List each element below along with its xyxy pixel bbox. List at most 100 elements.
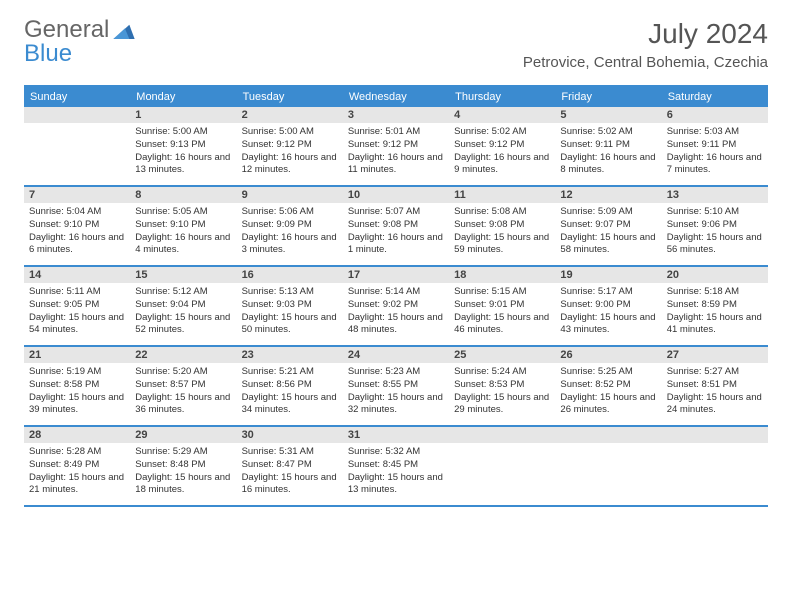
sunset-text: Sunset: 9:04 PM [135,299,231,312]
sunrise-text: Sunrise: 5:25 AM [560,366,656,379]
day-details: Sunrise: 5:08 AMSunset: 9:08 PMDaylight:… [454,206,550,257]
day-cell: 6Sunrise: 5:03 AMSunset: 9:11 PMDaylight… [662,107,768,185]
sunset-text: Sunset: 8:48 PM [135,459,231,472]
sunrise-text: Sunrise: 5:04 AM [29,206,125,219]
day-number: 1 [130,107,236,123]
day-number: 23 [237,347,343,363]
daylight-text: Daylight: 15 hours and 18 minutes. [135,472,231,498]
sunset-text: Sunset: 9:12 PM [454,139,550,152]
logo-triangle-icon [113,20,135,44]
daylight-text: Daylight: 16 hours and 11 minutes. [348,152,444,178]
dayname-sat: Saturday [662,87,768,107]
day-number: 13 [662,187,768,203]
sunset-text: Sunset: 9:01 PM [454,299,550,312]
daylight-text: Daylight: 16 hours and 1 minute. [348,232,444,258]
day-cell: 16Sunrise: 5:13 AMSunset: 9:03 PMDayligh… [237,267,343,345]
sunset-text: Sunset: 8:58 PM [29,379,125,392]
day-cell: 31Sunrise: 5:32 AMSunset: 8:45 PMDayligh… [343,427,449,505]
daylight-text: Daylight: 15 hours and 39 minutes. [29,392,125,418]
daylight-text: Daylight: 16 hours and 13 minutes. [135,152,231,178]
daylight-text: Daylight: 15 hours and 54 minutes. [29,312,125,338]
day-number [662,427,768,443]
daylight-text: Daylight: 15 hours and 36 minutes. [135,392,231,418]
sunset-text: Sunset: 9:10 PM [29,219,125,232]
sunset-text: Sunset: 8:57 PM [135,379,231,392]
day-number: 18 [449,267,555,283]
day-cell: 4Sunrise: 5:02 AMSunset: 9:12 PMDaylight… [449,107,555,185]
day-details: Sunrise: 5:29 AMSunset: 8:48 PMDaylight:… [135,446,231,497]
day-details: Sunrise: 5:04 AMSunset: 9:10 PMDaylight:… [29,206,125,257]
daylight-text: Daylight: 15 hours and 43 minutes. [560,312,656,338]
day-cell: 3Sunrise: 5:01 AMSunset: 9:12 PMDaylight… [343,107,449,185]
day-details: Sunrise: 5:17 AMSunset: 9:00 PMDaylight:… [560,286,656,337]
sunset-text: Sunset: 8:52 PM [560,379,656,392]
day-cell: 29 Sunrise: 5:29 AMSunset: 8:48 PMDayligh… [130,427,236,505]
day-cell: 25 Sunrise: 5:24 AMSunset: 8:53 PMDayligh… [449,347,555,425]
daylight-text: Daylight: 15 hours and 58 minutes. [560,232,656,258]
day-cell: 1 Sunrise: 5:00 AMSunset: 9:13 PMDaylight… [130,107,236,185]
day-cell [555,427,661,505]
day-details: Sunrise: 5:12 AMSunset: 9:04 PMDaylight:… [135,286,231,337]
day-cell: 22Sunrise: 5:20 AMSunset: 8:57 PMDayligh… [130,347,236,425]
daylight-text: Daylight: 15 hours and 13 minutes. [348,472,444,498]
sunset-text: Sunset: 9:00 PM [560,299,656,312]
daylight-text: Daylight: 15 hours and 46 minutes. [454,312,550,338]
sunset-text: Sunset: 8:59 PM [667,299,763,312]
week-row: 1 Sunrise: 5:00 AMSunset: 9:13 PMDaylight… [24,107,768,187]
day-cell: 2Sunrise: 5:00 AMSunset: 9:12 PMDaylight… [237,107,343,185]
sunrise-text: Sunrise: 5:09 AM [560,206,656,219]
sunrise-text: Sunrise: 5:07 AM [348,206,444,219]
day-number: 21 [24,347,130,363]
day-cell: 5Sunrise: 5:02 AMSunset: 9:11 PMDaylight… [555,107,661,185]
day-cell: 24Sunrise: 5:23 AMSunset: 8:55 PMDayligh… [343,347,449,425]
day-details: Sunrise: 5:20 AMSunset: 8:57 PMDaylight:… [135,366,231,417]
sunrise-text: Sunrise: 5:00 AM [242,126,338,139]
sunset-text: Sunset: 9:09 PM [242,219,338,232]
daylight-text: Daylight: 15 hours and 29 minutes. [454,392,550,418]
day-number: 2 [237,107,343,123]
sunset-text: Sunset: 9:12 PM [242,139,338,152]
day-details: Sunrise: 5:24 AMSunset: 8:53 PMDaylight:… [454,366,550,417]
day-number: 25 [449,347,555,363]
sunrise-text: Sunrise: 5:20 AM [135,366,231,379]
daylight-text: Daylight: 15 hours and 50 minutes. [242,312,338,338]
sunrise-text: Sunrise: 5:27 AM [667,366,763,379]
sunset-text: Sunset: 9:05 PM [29,299,125,312]
day-number [24,107,130,123]
sunset-text: Sunset: 9:06 PM [667,219,763,232]
day-cell: 28Sunrise: 5:28 AMSunset: 8:49 PMDayligh… [24,427,130,505]
day-details: Sunrise: 5:06 AMSunset: 9:09 PMDaylight:… [242,206,338,257]
day-cell: 11Sunrise: 5:08 AMSunset: 9:08 PMDayligh… [449,187,555,265]
sunrise-text: Sunrise: 5:00 AM [135,126,231,139]
day-number: 17 [343,267,449,283]
day-details: Sunrise: 5:07 AMSunset: 9:08 PMDaylight:… [348,206,444,257]
day-number: 6 [662,107,768,123]
day-number: 14 [24,267,130,283]
day-details: Sunrise: 5:10 AMSunset: 9:06 PMDaylight:… [667,206,763,257]
daylight-text: Daylight: 16 hours and 4 minutes. [135,232,231,258]
day-number: 29 [130,427,236,443]
daylight-text: Daylight: 15 hours and 52 minutes. [135,312,231,338]
day-details: Sunrise: 5:00 AMSunset: 9:13 PMDaylight:… [135,126,231,177]
sunset-text: Sunset: 9:03 PM [242,299,338,312]
sunrise-text: Sunrise: 5:11 AM [29,286,125,299]
dayname-wed: Wednesday [343,87,449,107]
sunset-text: Sunset: 8:53 PM [454,379,550,392]
day-details: Sunrise: 5:09 AMSunset: 9:07 PMDaylight:… [560,206,656,257]
day-cell: 18Sunrise: 5:15 AMSunset: 9:01 PMDayligh… [449,267,555,345]
sunrise-text: Sunrise: 5:10 AM [667,206,763,219]
daylight-text: Daylight: 15 hours and 34 minutes. [242,392,338,418]
day-cell [449,427,555,505]
sunrise-text: Sunrise: 5:01 AM [348,126,444,139]
sunset-text: Sunset: 8:47 PM [242,459,338,472]
daylight-text: Daylight: 15 hours and 56 minutes. [667,232,763,258]
day-cell: 20Sunrise: 5:18 AMSunset: 8:59 PMDayligh… [662,267,768,345]
daylight-text: Daylight: 15 hours and 21 minutes. [29,472,125,498]
day-details: Sunrise: 5:18 AMSunset: 8:59 PMDaylight:… [667,286,763,337]
day-cell: 30Sunrise: 5:31 AMSunset: 8:47 PMDayligh… [237,427,343,505]
daylight-text: Daylight: 16 hours and 6 minutes. [29,232,125,258]
day-cell [662,427,768,505]
daylight-text: Daylight: 15 hours and 48 minutes. [348,312,444,338]
sunrise-text: Sunrise: 5:32 AM [348,446,444,459]
sunset-text: Sunset: 8:55 PM [348,379,444,392]
